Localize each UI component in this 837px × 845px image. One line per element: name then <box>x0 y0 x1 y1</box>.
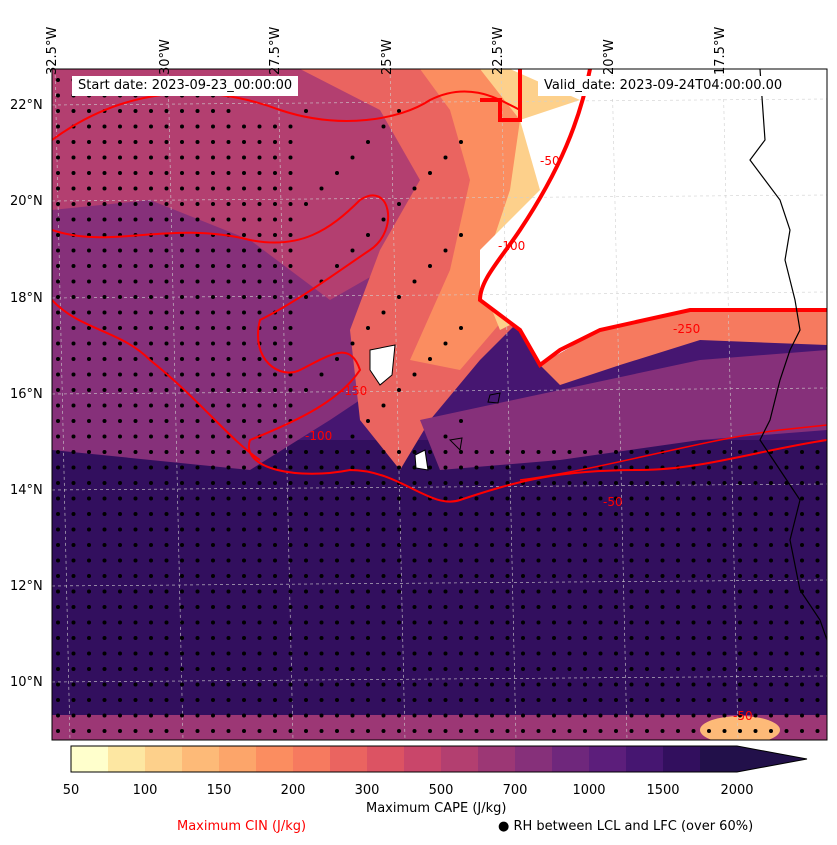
lon-tick-1: 30°W <box>158 39 173 75</box>
colorbar-swatch <box>293 746 331 772</box>
lat-tick-0: 22°N <box>10 98 43 113</box>
valid-date-label: Valid_date: 2023-09-24T04:00:00.00 <box>538 76 789 96</box>
lon-gridline <box>611 69 628 740</box>
colorbar-tick: 1500 <box>646 783 680 798</box>
colorbar-swatch <box>441 746 479 772</box>
lon-tick-3: 25°W <box>380 39 395 75</box>
cape-field-band <box>52 715 827 740</box>
colorbar-swatch <box>700 746 738 772</box>
colorbar-swatch <box>330 746 368 772</box>
lon-tick-2: 27.5°W <box>268 26 283 75</box>
cape-colorbar <box>70 745 808 773</box>
colorbar-tick: 50 <box>62 783 80 798</box>
lon-tick-4: 22.5°W <box>491 26 506 75</box>
rh-dots <box>56 78 820 733</box>
island <box>487 392 501 404</box>
colorbar-tick: 200 <box>280 783 306 798</box>
lon-tick-5: 20°W <box>602 39 617 75</box>
colorbar-tick: 100 <box>132 783 158 798</box>
rh-legend-label: ● RH between LCL and LFC (over 60%) <box>498 819 754 834</box>
cin-contour-label: -250 <box>673 322 700 336</box>
colorbar-swatch <box>589 746 627 772</box>
lon-tick-0: 32.5°W <box>45 26 60 75</box>
lat-tick-4: 14°N <box>10 483 43 498</box>
lat-tick-1: 20°N <box>10 194 43 209</box>
colorbar-swatch <box>626 746 664 772</box>
colorbar-tick: 2000 <box>720 783 754 798</box>
colorbar-label: Maximum CAPE (J/kg) <box>366 801 507 816</box>
island <box>414 449 429 471</box>
colorbar-swatch <box>256 746 294 772</box>
colorbar-extend-arrow <box>737 746 807 772</box>
colorbar-frame <box>70 745 808 773</box>
lat-tick-6: 10°N <box>10 675 43 690</box>
map-frame <box>51 68 828 741</box>
cape-field-band <box>700 716 780 740</box>
start-date-label: Start date: 2023-09-23_00:00:00 <box>72 76 299 96</box>
lon-gridline <box>500 69 517 740</box>
colorbar-tick: 700 <box>502 783 528 798</box>
colorbar-swatch <box>663 746 701 772</box>
cin-contour-label: -150 <box>340 384 367 398</box>
colorbar-swatch <box>108 746 146 772</box>
lon-gridline <box>167 69 184 740</box>
cin-contour-label: -50 <box>733 709 753 723</box>
cin-legend-label: Maximum CIN (J/kg) <box>177 819 307 834</box>
cin-contour-label: -100 <box>305 429 332 443</box>
cin-contours-thick <box>477 69 827 368</box>
colorbar-swatch <box>515 746 553 772</box>
colorbar-swatch <box>478 746 516 772</box>
colorbar-tick: 300 <box>354 783 380 798</box>
map-field: -100 -50 -150 -250 -50 -100 -50 <box>52 69 827 740</box>
colorbar-tick: 150 <box>206 783 232 798</box>
colorbar-swatch <box>71 746 109 772</box>
lon-gridline <box>389 69 406 740</box>
lon-gridline <box>277 69 294 740</box>
coastline <box>749 69 827 641</box>
cape-field-band <box>52 440 827 740</box>
island <box>369 344 396 386</box>
colorbar-swatch <box>145 746 183 772</box>
lon-gridline <box>722 69 739 740</box>
lat-tick-2: 18°N <box>10 291 43 306</box>
cin-contour-label: -100 <box>498 239 525 253</box>
lon-tick-6: 17.5°W <box>713 26 728 75</box>
lat-tick-3: 16°N <box>10 387 43 402</box>
cin-contours <box>52 69 827 503</box>
cin-contour-label: -50 <box>540 154 560 168</box>
cape-field-band <box>420 350 827 470</box>
cin-contour-label: -50 <box>603 495 623 509</box>
colorbar-swatch <box>552 746 590 772</box>
island <box>448 437 463 452</box>
lat-tick-5: 12°N <box>10 579 43 594</box>
colorbar-swatch <box>404 746 442 772</box>
cin-contour <box>519 424 827 481</box>
colorbar-swatch <box>367 746 405 772</box>
lon-gridline <box>54 69 71 740</box>
colorbar-swatch <box>219 746 257 772</box>
cape-field-band <box>52 69 470 300</box>
colorbar-tick: 1000 <box>572 783 606 798</box>
colorbar-swatch <box>182 746 220 772</box>
colorbar-tick: 500 <box>428 783 454 798</box>
